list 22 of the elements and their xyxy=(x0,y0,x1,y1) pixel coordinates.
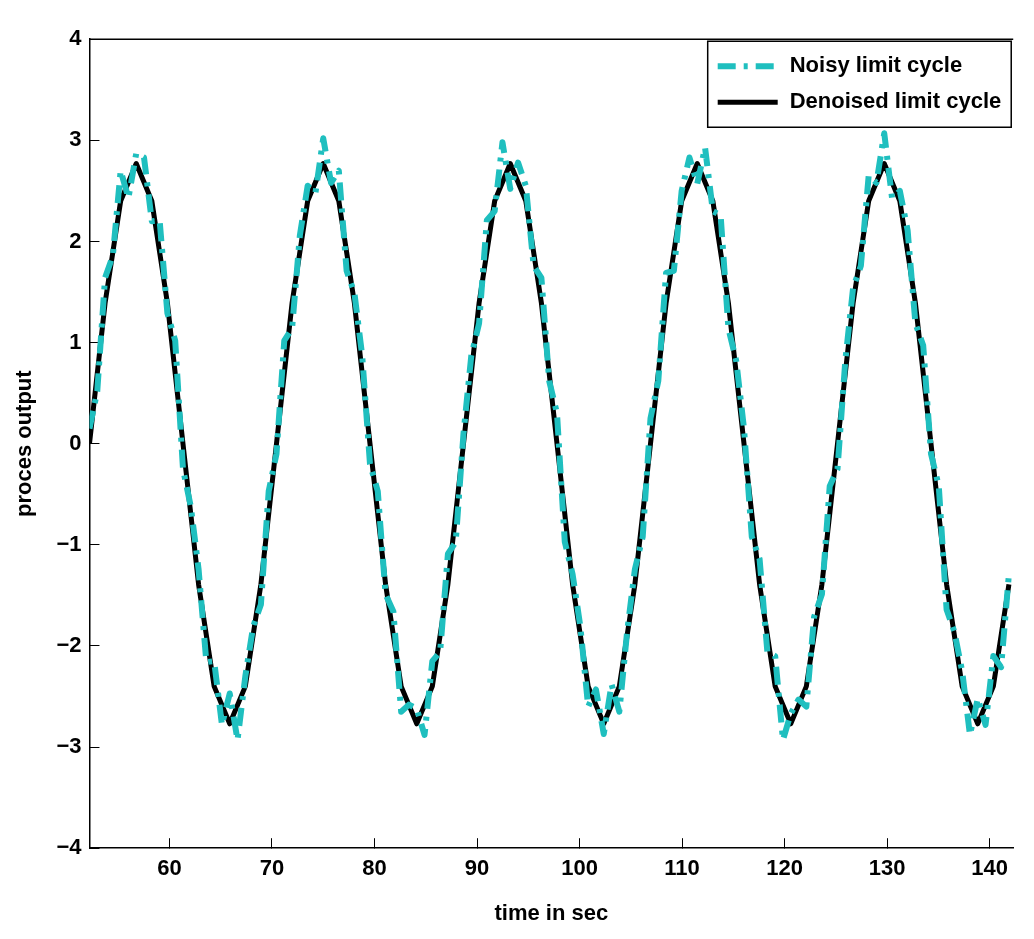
y-tick-label: −4 xyxy=(56,834,83,860)
y-tick-label: −1 xyxy=(56,530,82,556)
x-tick-label: 80 xyxy=(362,855,387,881)
y-tick-label: 3 xyxy=(69,126,82,152)
x-tick-label: 120 xyxy=(766,855,803,881)
x-tick-label: 110 xyxy=(664,855,700,881)
x-tick-label: 70 xyxy=(259,855,285,881)
x-axis-title: time in sec xyxy=(494,899,609,925)
y-tick-label: 4 xyxy=(69,25,83,51)
x-tick-label: 60 xyxy=(157,855,182,881)
x-tick-label: 100 xyxy=(561,855,598,881)
legend-label: Noisy limit cycle xyxy=(789,52,963,78)
y-tick-label: −2 xyxy=(56,632,82,658)
y-tick-label: 0 xyxy=(69,429,82,455)
y-tick-label: 1 xyxy=(69,328,82,354)
legend-label: Denoised limit cycle xyxy=(789,88,1002,114)
x-tick-label: 90 xyxy=(464,855,490,881)
y-tick-label: −3 xyxy=(56,733,82,759)
y-axis-title: proces output xyxy=(11,369,37,518)
x-tick-label: 130 xyxy=(868,855,906,881)
y-tick-label: 2 xyxy=(69,227,82,253)
x-tick-label: 140 xyxy=(971,855,1009,881)
